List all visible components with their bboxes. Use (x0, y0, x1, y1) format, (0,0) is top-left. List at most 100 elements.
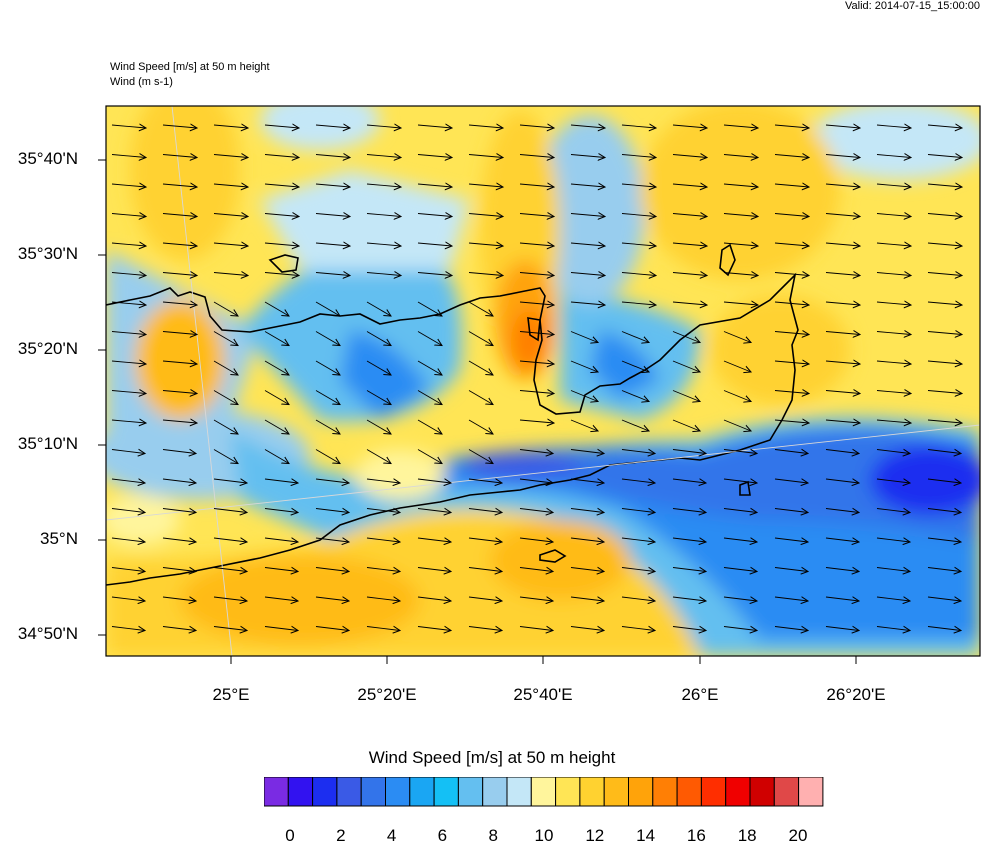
wind-arrow (162, 302, 197, 305)
wind-arrow (162, 243, 197, 246)
wind-arrow (723, 419, 751, 431)
wind-arrow (213, 568, 247, 572)
wind-arrow (723, 509, 757, 513)
wind-arrow (876, 155, 911, 158)
wind-arrow (264, 390, 289, 405)
wind-arrow (162, 420, 197, 423)
wind-arrow (570, 568, 604, 572)
wind-arrow (417, 243, 452, 246)
wind-arrow (621, 597, 655, 601)
colorbar-swatch (530, 777, 557, 807)
wind-arrow (111, 302, 146, 305)
wind-arrow (927, 420, 962, 423)
wind-arrow (264, 597, 298, 601)
colorbar-tick-label: 16 (686, 826, 706, 845)
wind-arrow (927, 391, 962, 394)
wind-arrow (111, 361, 146, 364)
wind-arrow (162, 184, 197, 187)
wind-arrow (213, 155, 248, 158)
colorbar-swatch (773, 777, 800, 807)
wind-arrow (366, 214, 401, 217)
wind-arrow (366, 479, 400, 483)
wind-arrow (315, 360, 340, 375)
wind-arrow (468, 419, 493, 434)
wind-arrow (876, 450, 910, 454)
wind-arrow (468, 273, 503, 276)
wind-arrow (468, 214, 503, 217)
wind-arrow (264, 360, 289, 375)
wind-arrow (519, 332, 554, 335)
wind-arrow (723, 360, 751, 372)
wind-arrow (876, 391, 911, 394)
wind-arrow (927, 243, 962, 246)
wind-arrow (468, 538, 502, 542)
wind-arrow (366, 538, 400, 542)
wind-arrow (825, 420, 860, 423)
wind-arrow (366, 449, 391, 464)
wind-arrow (213, 479, 247, 483)
wind-arrow (162, 538, 196, 542)
wind-arrow (315, 125, 350, 128)
wind-arrow (672, 479, 706, 483)
wind-arrow (213, 125, 248, 128)
wind-arrow (213, 419, 238, 434)
wind-arrow (723, 331, 751, 343)
lat-label-35-30: 35°30'N (17, 244, 78, 263)
colorbar-swatch (264, 777, 289, 807)
wind-arrow (825, 273, 860, 276)
wind-arrow (519, 538, 553, 542)
wind-arrow (672, 597, 706, 601)
wind-arrow (519, 155, 554, 158)
wind-arrow (264, 214, 299, 217)
lon-label-25: 25°E (212, 685, 250, 704)
wind-arrow (774, 509, 808, 513)
wind-arrow (468, 390, 493, 405)
wind-arrow (774, 627, 808, 631)
colorbar-tick-label: 8 (488, 826, 498, 845)
wind-arrow (162, 125, 197, 128)
wind-arrow (672, 509, 706, 513)
wind-arrow (876, 302, 911, 305)
wind-arrow (570, 479, 604, 483)
wind-arrow (417, 184, 452, 187)
wind-arrow (723, 597, 757, 601)
wind-arrow (876, 214, 911, 217)
wind-arrow (417, 538, 451, 542)
wind-arrow (723, 390, 751, 402)
wind-arrow (621, 450, 655, 454)
wind-arrow (570, 184, 605, 187)
wind-arrow (366, 273, 401, 276)
colorbar-swatch (749, 777, 775, 807)
wind-arrow (366, 419, 391, 434)
wind-arrow (366, 627, 400, 631)
wind-arrow (570, 125, 605, 128)
wind-arrow (723, 568, 757, 572)
wind-arrow (213, 214, 248, 217)
wind-arrow (774, 125, 809, 128)
wind-arrow (927, 568, 961, 572)
wind-arrow (723, 538, 757, 542)
wind-arrow (468, 243, 503, 246)
wind-arrow (213, 301, 238, 316)
wind-arrow (366, 390, 391, 405)
wind-arrow (876, 627, 910, 631)
wind-arrow (417, 568, 451, 572)
wind-arrow (672, 184, 707, 187)
wind-arrow (213, 390, 238, 405)
colorbar-tick-label: 18 (737, 826, 757, 845)
wind-arrow (468, 568, 502, 572)
wind-arrow (111, 597, 145, 601)
valid-time: Valid: 2014-07-15_15:00:00 (845, 0, 980, 12)
colorbar-swatch (457, 777, 484, 807)
wind-arrow (162, 627, 196, 631)
wind-arrow (825, 597, 859, 601)
wind-arrow (825, 627, 859, 631)
wind-arrow (519, 597, 553, 601)
wind-arrow (672, 450, 706, 454)
tick-marks (98, 159, 857, 664)
lat-label-34-50: 34°50'N (17, 624, 78, 643)
wind-arrow (468, 331, 493, 346)
coastline (106, 243, 799, 586)
wind-arrow (672, 568, 706, 572)
wind-arrow (315, 568, 349, 572)
